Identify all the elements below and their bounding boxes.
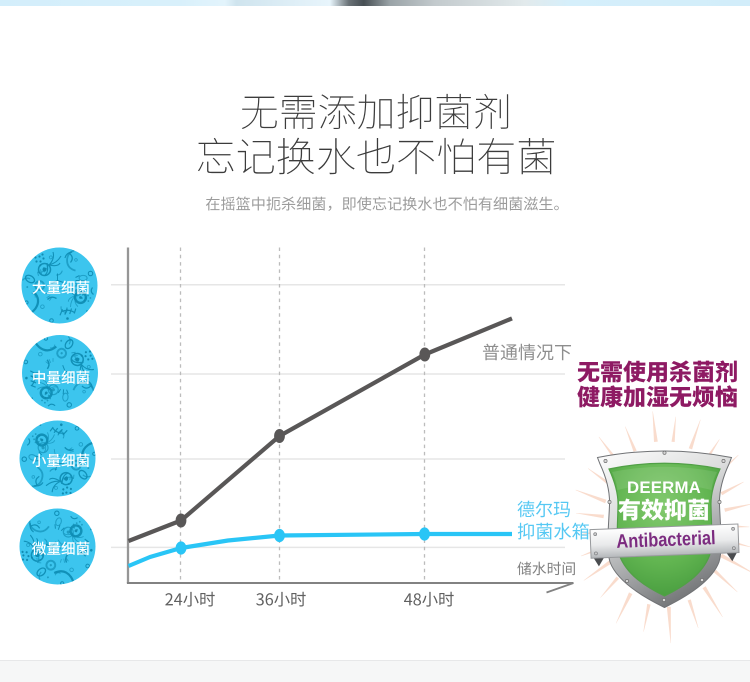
page-subtitle — [205, 196, 569, 212]
bottom-section-edge — [0, 660, 750, 682]
tick-label-24h — [165, 591, 216, 608]
legend-circle-2-label — [32, 370, 90, 385]
previous-section-edge — [0, 0, 750, 6]
legend-circle-2 — [22, 335, 98, 411]
tick-label-36h — [256, 591, 307, 608]
series-label-normal — [482, 343, 572, 362]
series-dot — [274, 429, 285, 443]
shield-rivets — [603, 450, 726, 602]
series-dot — [274, 528, 285, 543]
series-dot — [175, 541, 187, 555]
series-dot — [419, 347, 431, 362]
legend-circle-4-label — [32, 541, 90, 556]
legend-circle-1-label — [32, 279, 90, 295]
legend-circle-3-label — [32, 453, 90, 468]
series-dot — [175, 513, 187, 528]
x-axis-arrowhead — [546, 582, 574, 594]
series-label-deerma-line1 — [517, 500, 571, 519]
page-title-line1 — [239, 92, 511, 133]
series-dot — [419, 527, 430, 541]
badge-claim — [617, 498, 710, 522]
promo-line1 — [577, 360, 738, 384]
promo-line2 — [577, 385, 738, 409]
ribbon — [589, 523, 740, 567]
tick-label-48h — [403, 591, 455, 608]
badge-brand: DEERMA — [627, 477, 701, 497]
series-label-deerma-line2 — [517, 522, 590, 541]
page-title-line2 — [195, 136, 556, 179]
x-axis-title — [517, 561, 576, 577]
